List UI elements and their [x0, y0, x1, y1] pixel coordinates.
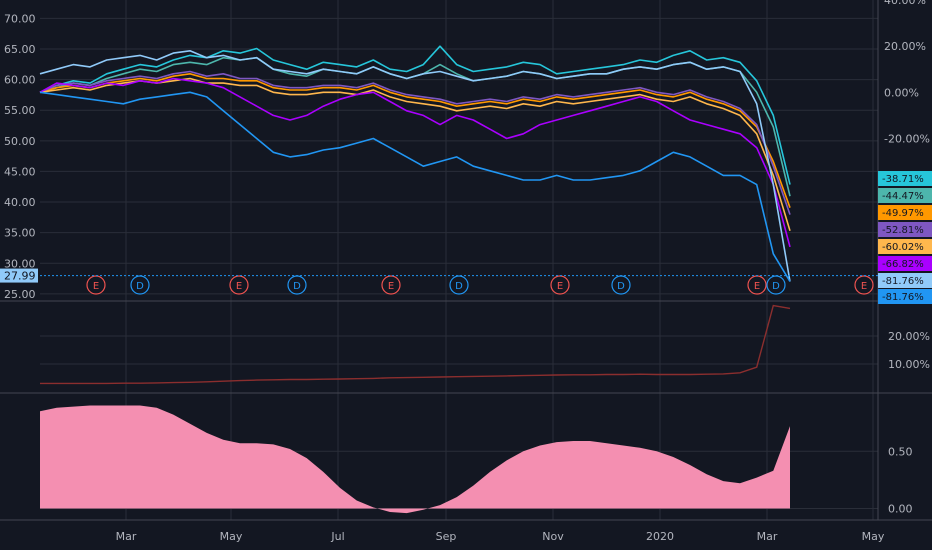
series-line [39, 77, 791, 248]
right-tick-label: 0.00 [888, 503, 913, 516]
event-marker-label: E [754, 281, 760, 292]
right-tick-label: 20.00% [888, 330, 930, 343]
series-line [39, 77, 791, 232]
event-marker-label: D [772, 281, 780, 292]
volatility-line [40, 304, 791, 385]
series-badge [878, 273, 932, 288]
series-badge [878, 256, 932, 271]
event-marker-label: D [293, 281, 301, 292]
series-badge-label: -44.47% [882, 191, 924, 202]
series-line [39, 70, 791, 215]
event-marker-label: E [861, 281, 867, 292]
series-badge-label: -81.76% [882, 276, 924, 287]
event-marker-label: D [455, 281, 463, 292]
series-badge [878, 171, 932, 186]
left-tick-label: 25.00 [4, 288, 36, 301]
series-badge-label: -52.81% [882, 225, 924, 236]
series-badge-label: -49.97% [882, 208, 924, 219]
series-badge-label: -60.02% [882, 242, 924, 253]
series-line [39, 91, 791, 282]
event-marker-label: D [617, 281, 625, 292]
x-tick-label: Mar [757, 530, 778, 543]
main-pane-lines [39, 45, 791, 282]
x-tick-label: 2020 [646, 530, 674, 543]
left-tick-label: 55.00 [4, 104, 36, 117]
volatility-pane [40, 304, 791, 385]
series-badge-label: -38.71% [882, 174, 924, 185]
series-badge [878, 188, 932, 203]
series-line [39, 49, 791, 282]
x-tick-label: May [220, 530, 243, 543]
correlation-area [40, 405, 790, 514]
series-badge [878, 289, 932, 304]
event-marker-label: E [236, 281, 242, 292]
right-tick-label: -20.00% [884, 132, 930, 145]
left-tick-label: 65.00 [4, 43, 36, 56]
right-tick-label: 0.50 [888, 445, 913, 458]
correlation-pane [40, 405, 790, 514]
right-tick-label: 20.00% [884, 40, 926, 53]
left-tick-label: 35.00 [4, 227, 36, 240]
series-line [39, 73, 791, 208]
event-marker-label: E [388, 281, 394, 292]
left-tick-label: 60.00 [4, 74, 36, 87]
right-tick-label: 10.00% [888, 358, 930, 371]
x-tick-label: Sep [436, 530, 457, 543]
series-badge [878, 205, 932, 220]
x-tick-label: Jul [330, 530, 344, 543]
earnings-marker[interactable] [381, 275, 401, 295]
series-badge-label: -66.82% [882, 259, 924, 270]
left-tick-label: 30.00 [4, 257, 36, 270]
dividend-marker[interactable] [449, 275, 469, 295]
left-tick-label: 45.00 [4, 165, 36, 178]
x-tick-label: Nov [542, 530, 564, 543]
right-tick-label: 40.00% [884, 0, 926, 7]
price-marker-box [0, 268, 38, 283]
left-tick-label: 70.00 [4, 12, 36, 25]
event-marker-label: E [93, 281, 99, 292]
series-badge [878, 239, 932, 254]
series-value-badges: -38.71% -44.47% -49.97% -52.81% -60.02% -66.8… [878, 171, 932, 304]
event-marker-label: D [136, 281, 144, 292]
x-tick-label: Mar [116, 530, 137, 543]
earnings-marker[interactable] [229, 275, 249, 295]
event-marker-label: E [557, 281, 563, 292]
series-badge [878, 222, 932, 237]
left-tick-label: 40.00 [4, 196, 36, 209]
x-tick-label: May [862, 530, 885, 543]
series-badge-label: -81.76% [882, 292, 924, 303]
price-marker-label: 27.99 [4, 270, 36, 283]
series-line [39, 45, 791, 185]
right-tick-label: 0.00% [884, 86, 919, 99]
left-tick-label: 50.00 [4, 135, 36, 148]
